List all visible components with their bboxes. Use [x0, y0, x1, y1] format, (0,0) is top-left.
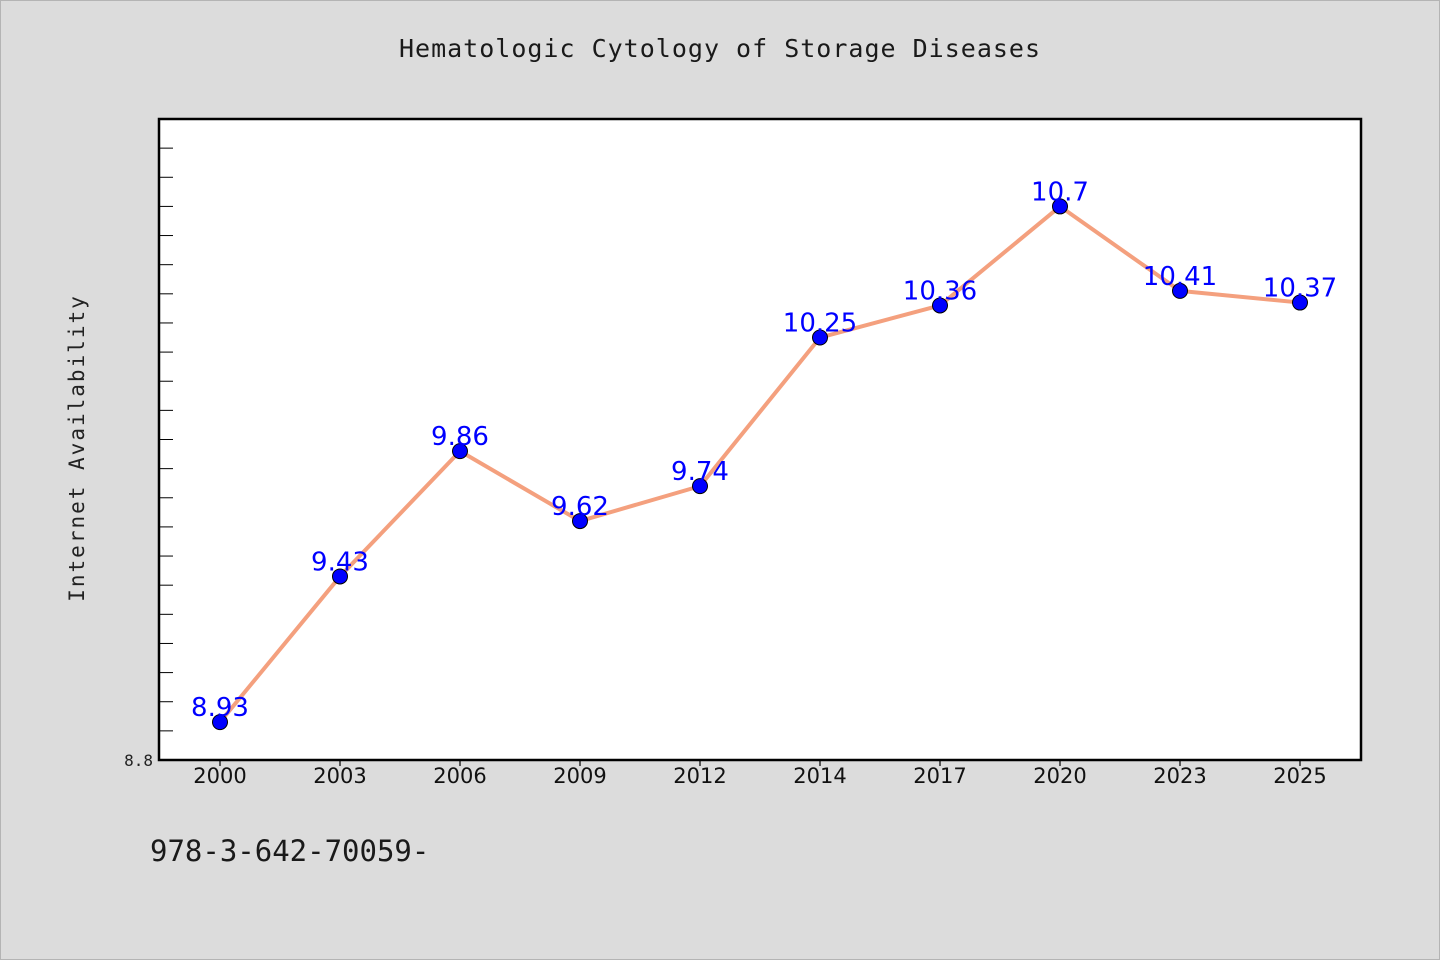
- x-tick-label: 2020: [1033, 764, 1086, 788]
- data-label: 10.36: [903, 276, 977, 306]
- data-label: 9.74: [671, 457, 729, 487]
- data-label: 9.62: [551, 492, 609, 522]
- footnote-text: 978-3-642-70059-: [150, 834, 430, 868]
- x-tick-label: 2006: [433, 764, 486, 788]
- x-tick-label: 2000: [193, 764, 246, 788]
- x-tick-label: 2023: [1153, 764, 1206, 788]
- y-tick-label: 8.8: [124, 751, 153, 770]
- chart-title: Hematologic Cytology of Storage Diseases: [398, 34, 1042, 63]
- data-point: [1052, 198, 1068, 215]
- x-tick-label: 2012: [673, 764, 726, 788]
- x-tick-label: 2014: [793, 764, 846, 788]
- y-axis-label: Internet Availability: [65, 294, 89, 602]
- data-point: [332, 568, 348, 585]
- x-tick-label: 2017: [913, 764, 966, 788]
- data-label: 10.7: [1031, 177, 1089, 207]
- data-point: [212, 714, 228, 731]
- data-point: [452, 443, 468, 460]
- series-line: [218, 204, 1302, 725]
- data-label: 9.43: [311, 547, 369, 577]
- data-point: [932, 297, 948, 314]
- data-point: [1172, 282, 1188, 299]
- data-point: [1292, 294, 1308, 311]
- data-label: 10.41: [1143, 262, 1217, 292]
- data-label: 10.25: [783, 309, 857, 339]
- data-label: 9.86: [431, 422, 489, 452]
- data-point: [812, 329, 828, 346]
- x-tick-label: 2003: [313, 764, 366, 788]
- x-tick-label: 2009: [553, 764, 606, 788]
- data-label: 8.93: [191, 693, 249, 723]
- x-tick-label: 2025: [1273, 764, 1326, 788]
- data-label: 10.37: [1263, 274, 1337, 304]
- data-point: [572, 513, 588, 530]
- data-point: [692, 478, 708, 495]
- plot-area: [157, 117, 1363, 762]
